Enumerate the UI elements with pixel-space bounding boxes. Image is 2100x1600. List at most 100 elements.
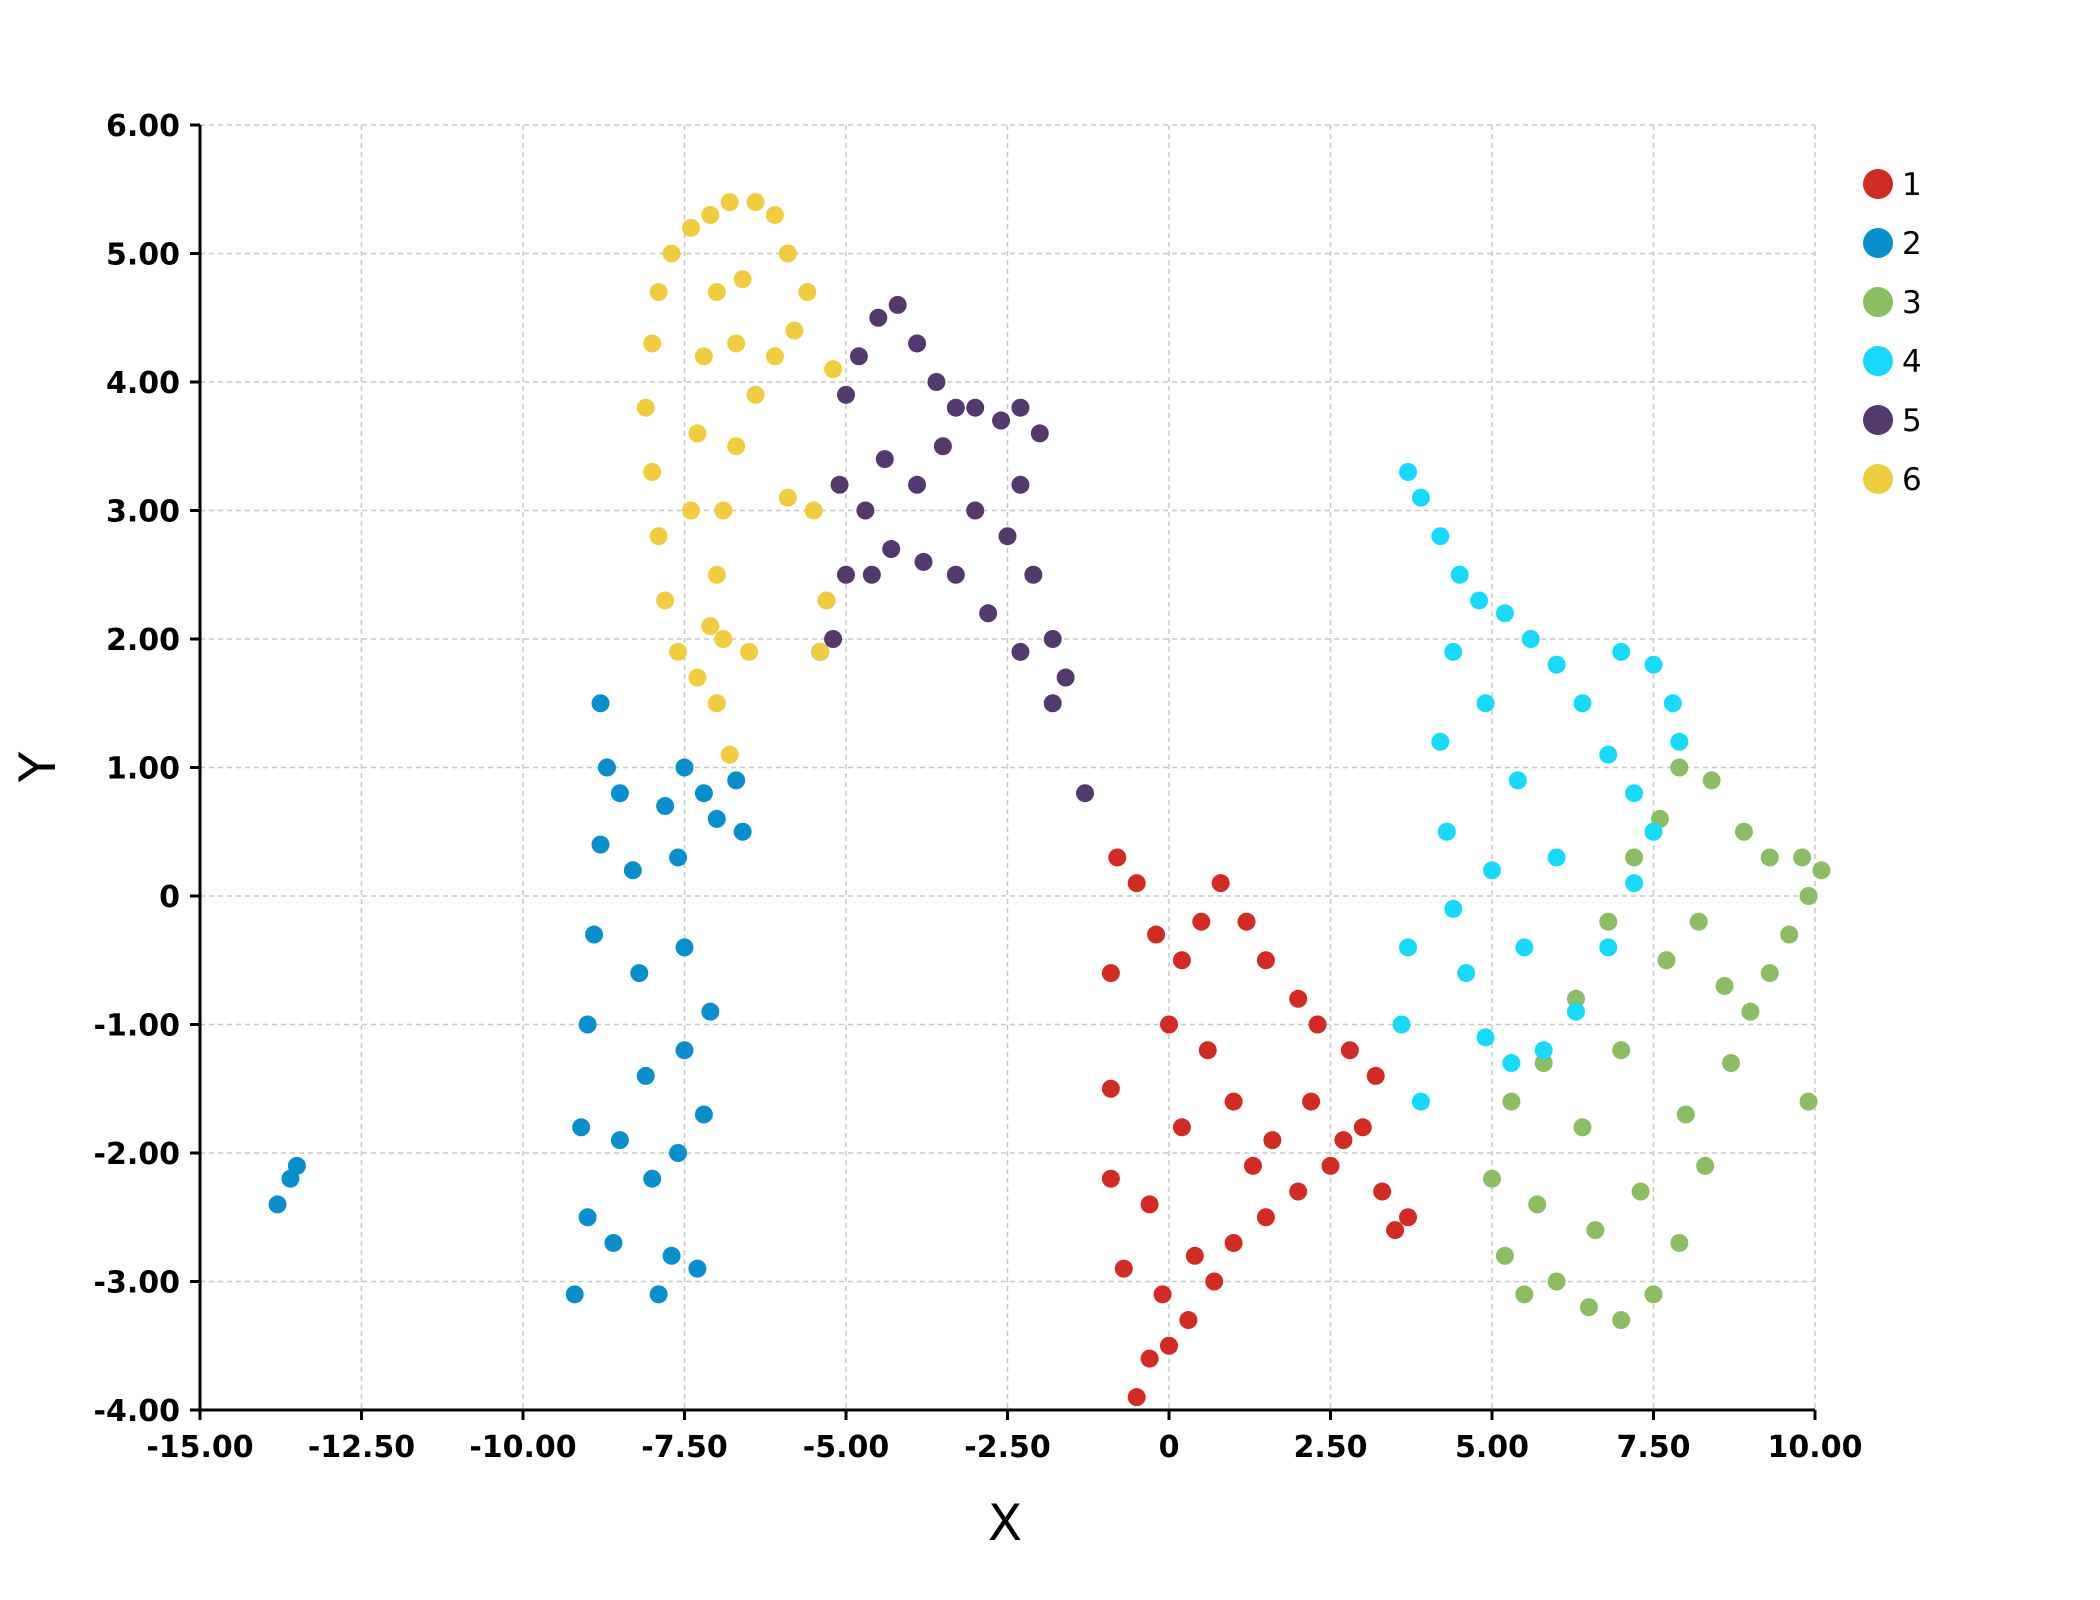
data-point — [1508, 771, 1527, 790]
series-3 — [1483, 758, 1831, 1330]
legend: 1 2 3 4 5 6 — [1863, 167, 1922, 498]
data-point — [1476, 694, 1495, 713]
data-point — [740, 642, 759, 661]
data-point — [707, 694, 726, 713]
data-point — [1625, 874, 1644, 893]
data-point — [1431, 732, 1450, 751]
x-tick-label: -12.50 — [308, 1430, 415, 1465]
data-point — [1799, 887, 1818, 905]
x-tick-label: -15.00 — [146, 1430, 253, 1465]
data-point — [908, 475, 927, 494]
x-tick-label: 0 — [1159, 1430, 1180, 1465]
data-point — [688, 424, 707, 443]
x-ticks: -15.00 -12.50 -10.00 -7.50 -5.00 -2.50 0 2.50 5.… — [146, 1410, 1862, 1465]
data-point — [778, 244, 797, 263]
series-2 — [268, 694, 752, 1304]
data-point — [1334, 1131, 1353, 1150]
data-point — [1289, 989, 1308, 1008]
data-point — [1224, 1233, 1243, 1252]
data-point — [1386, 1221, 1405, 1240]
data-point — [1670, 732, 1689, 751]
data-point — [1547, 1272, 1566, 1291]
data-point — [1024, 565, 1043, 584]
y-tick-label: 2.00 — [106, 623, 180, 658]
data-point — [1224, 1092, 1243, 1111]
data-point — [1502, 1054, 1521, 1073]
data-point — [1256, 1208, 1275, 1227]
data-point — [1573, 1118, 1592, 1137]
data-point — [1043, 630, 1062, 648]
data-point — [1812, 861, 1831, 880]
data-point — [1476, 1028, 1495, 1047]
data-point — [714, 630, 733, 648]
data-point — [979, 604, 998, 623]
data-point — [1793, 848, 1812, 867]
data-point — [765, 347, 784, 366]
legend-marker — [1863, 346, 1893, 376]
x-tick-label: -5.00 — [803, 1430, 889, 1465]
data-point — [1147, 925, 1166, 944]
data-point — [662, 1246, 681, 1265]
data-point — [1411, 1092, 1430, 1111]
data-point — [649, 527, 668, 546]
data-point — [610, 784, 629, 803]
data-point — [578, 1015, 597, 1034]
data-point — [1399, 1208, 1418, 1227]
data-point — [1515, 938, 1534, 957]
data-point — [1689, 912, 1708, 931]
data-point — [720, 193, 739, 212]
x-tick-label: 2.50 — [1293, 1430, 1367, 1465]
data-point — [824, 360, 843, 379]
data-point — [966, 501, 985, 520]
grid-lines — [199, 124, 1816, 1411]
data-point — [1612, 1041, 1631, 1060]
data-point — [1676, 1105, 1695, 1124]
data-point — [681, 218, 700, 237]
data-point — [862, 565, 881, 584]
data-point — [1373, 1182, 1392, 1201]
data-point — [714, 501, 733, 520]
data-point — [1566, 1002, 1585, 1021]
data-point — [1799, 1092, 1818, 1111]
data-point — [669, 1144, 688, 1162]
data-point — [1101, 1169, 1120, 1188]
data-point — [1185, 1246, 1204, 1265]
series-5 — [811, 295, 1095, 803]
legend-label: 5 — [1902, 403, 1922, 439]
data-point — [1308, 1015, 1327, 1034]
data-point — [1741, 1002, 1760, 1021]
data-point — [1547, 848, 1566, 867]
data-point — [733, 270, 752, 289]
data-point — [1108, 848, 1127, 867]
data-point — [1760, 964, 1779, 983]
data-point — [675, 758, 694, 777]
data-point — [1127, 874, 1146, 893]
data-point — [287, 1156, 306, 1175]
data-point — [1502, 1092, 1521, 1111]
data-point — [1495, 1246, 1514, 1265]
data-point — [1670, 1233, 1689, 1252]
data-point — [1515, 1285, 1534, 1304]
data-point — [1644, 822, 1663, 841]
data-point — [1599, 745, 1618, 764]
data-point — [1483, 1169, 1501, 1188]
data-point — [1192, 912, 1211, 931]
data-point — [707, 283, 726, 302]
y-tick-label: 6.00 — [106, 109, 180, 144]
data-point — [1625, 848, 1644, 867]
y-tick-label: 4.00 — [106, 366, 180, 401]
data-point — [992, 411, 1011, 430]
x-tick-label: -7.50 — [641, 1430, 727, 1465]
data-point — [1153, 1285, 1172, 1304]
data-point — [1399, 938, 1418, 957]
data-point — [701, 617, 720, 636]
data-point — [578, 1208, 597, 1227]
data-point — [933, 437, 952, 456]
data-point — [694, 784, 713, 803]
series-6 — [636, 193, 843, 764]
data-point — [623, 861, 642, 880]
data-point — [610, 1131, 629, 1150]
y-tick-label: -2.00 — [94, 1137, 180, 1172]
data-point — [604, 1233, 623, 1252]
data-point — [908, 334, 927, 353]
